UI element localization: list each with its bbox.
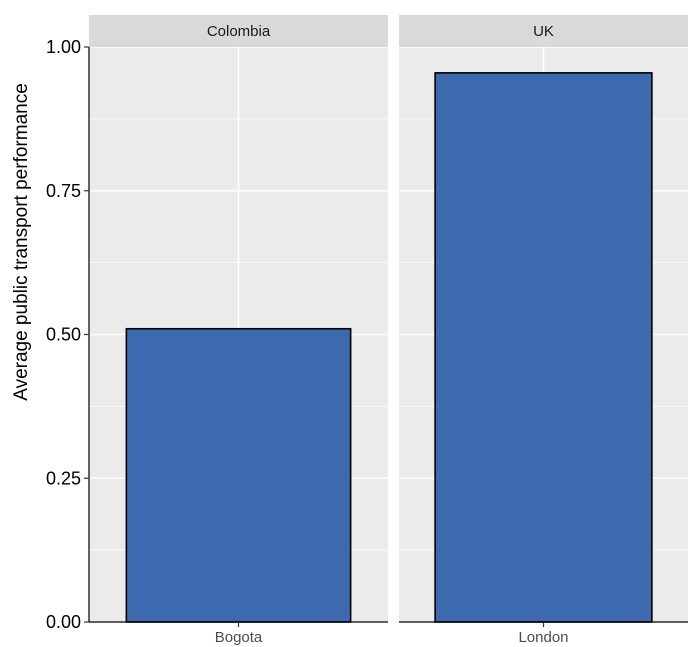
facet-strip — [399, 15, 688, 47]
y-tick-label: 0.25 — [46, 468, 81, 488]
facet-panel-uk: UK London — [399, 15, 688, 646]
facet-strip-label: UK — [533, 23, 554, 40]
facet-strip-label: Colombia — [207, 23, 271, 40]
bar-london — [434, 72, 653, 623]
y-axis: 0.00 0.25 0.50 0.75 1.00 — [46, 37, 89, 632]
facet-panels: Colombia Bogota UK London — [88, 15, 688, 646]
y-axis-title: Average public transport performance — [11, 83, 32, 401]
y-tick-label: 0.00 — [46, 612, 81, 632]
y-tick-label: 1.00 — [46, 37, 81, 57]
y-tick-label: 0.75 — [46, 181, 81, 201]
x-tick-label-bogota: Bogota — [215, 629, 263, 646]
facet-strip — [89, 15, 388, 47]
bar-bogota — [125, 327, 352, 623]
y-tick-label: 0.50 — [46, 325, 81, 345]
x-tick-label-london: London — [518, 629, 568, 646]
facet-panel-colombia: Colombia Bogota — [88, 15, 388, 646]
